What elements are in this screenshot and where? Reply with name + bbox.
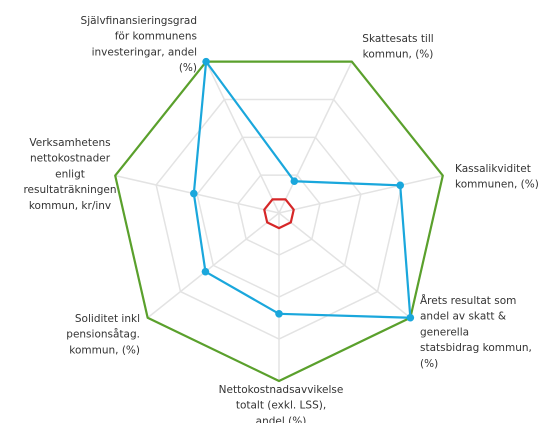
axis-label-line: nettokostnader (30, 153, 111, 165)
axis-label-line: totalt (exkl. LSS), (236, 400, 326, 412)
data-point (396, 181, 405, 190)
axis-label-line: (%) (420, 358, 438, 370)
grid-ring (237, 174, 321, 256)
axis-label-line: enligt (55, 168, 85, 180)
axis-label: Skattesats till kommun, (%) (362, 33, 433, 61)
axis-label-line: andel av skatt & (420, 311, 506, 323)
axis-label-line: resultaträkningen (23, 184, 116, 196)
data-point (406, 313, 415, 322)
axis-label-line: pensionsåtag. (66, 328, 140, 341)
axis-spoke (278, 61, 353, 214)
data-point (202, 57, 210, 66)
data-point (190, 189, 198, 198)
axis-label-line: för kommunens (115, 31, 197, 43)
series-line (114, 60, 444, 383)
axis-label: Självfinansieringsgrad för kommunens inves… (81, 15, 197, 74)
axis-label: Årets resultat som andel av skatt & genere… (420, 294, 532, 370)
axis-label-line: kommun, kr/inv (29, 200, 111, 212)
axis-label-line: generella (420, 326, 469, 338)
axis-label-line: Nettokostnadsavvikelse (219, 384, 344, 396)
grid-ring (196, 136, 362, 298)
axis-label-line: Verksamhetens (29, 137, 110, 149)
axis-label-line: Årets resultat som (420, 294, 516, 307)
axis-label-line: Soliditet inkl (75, 313, 140, 325)
data-point (275, 310, 283, 318)
axis-label-line: statsbidrag kommun, (420, 342, 532, 354)
axis-spoke (205, 61, 280, 214)
axis-label: Soliditet inkl pensionsåtag. kommun, (%) (66, 313, 140, 356)
series-line (192, 60, 412, 319)
axis-spoke (278, 212, 411, 319)
axis-label-line: kommun, (%) (363, 49, 434, 61)
axis-label-line: Självfinansieringsgrad (81, 15, 197, 27)
axis-label-line: kommunen, (%) (455, 179, 539, 191)
axis-label-line: kommun, (%) (69, 344, 140, 356)
series-line (263, 198, 295, 230)
axis-label-line: investeringar, andel (92, 46, 197, 58)
axis-label: Nettokostnadsavvikelse totalt (exkl. LSS)… (219, 384, 344, 423)
axis-spoke (147, 212, 280, 319)
data-point (290, 177, 299, 186)
axis-label-line: Kassalikviditet (455, 163, 531, 175)
axis-label-line: andel (%) (256, 415, 307, 423)
axis-spoke (278, 174, 443, 214)
axis-label-line: Skattesats till (362, 33, 433, 45)
data-point (201, 267, 210, 276)
axis-label: Kassalikviditet kommunen, (%) (455, 163, 539, 191)
axis-label-line: (%) (179, 62, 197, 74)
axis-label: Verksamhetens nettokostnader enligt resulta… (23, 137, 116, 212)
